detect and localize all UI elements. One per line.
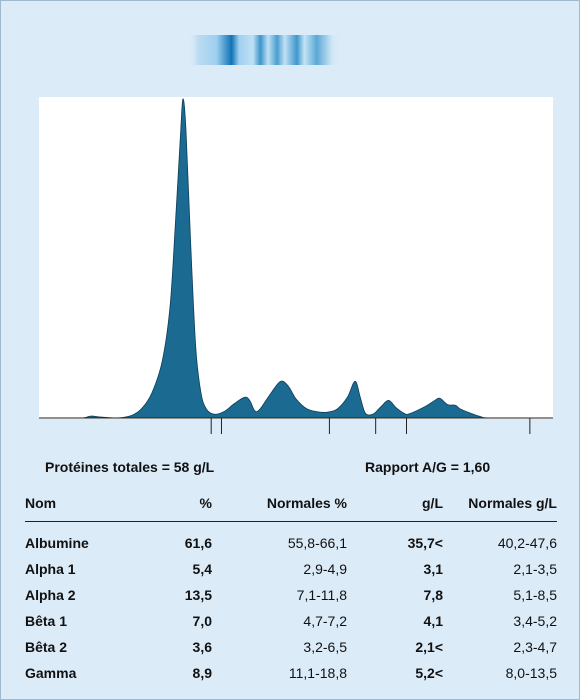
row-name: Albumine (25, 534, 89, 551)
row-normal-gl: 2,1-3,5 (513, 560, 557, 577)
row-normal-pct: 55,8-66,1 (287, 534, 347, 551)
table-header-row: Nom % Normales % g/L Normales g/L (25, 491, 557, 522)
row-normal-gl: 40,2-47,6 (497, 534, 557, 551)
row-normal-gl: 5,1-8,5 (513, 586, 557, 603)
header-normal-gl: Normales g/L (443, 491, 557, 522)
ag-ratio: Rapport A/G = 1,60 (365, 459, 491, 475)
table-row: Bêta 2 3,6 3,2-6,5 2,1< 2,3-4,7 (25, 633, 557, 659)
gel-band-strip (189, 35, 341, 65)
header-name: Nom (25, 491, 125, 522)
densitogram-plot (39, 98, 553, 434)
header-normal-pct: Normales % (212, 491, 347, 522)
densitogram-chart (39, 97, 553, 434)
row-name: Alpha 1 (25, 560, 76, 577)
row-normal-pct: 2,9-4,9 (303, 560, 347, 577)
row-name: Bêta 1 (25, 612, 68, 629)
table-row: Gamma 8,9 11,1-18,8 5,2< 8,0-13,5 (25, 659, 557, 685)
row-normal-pct: 3,2-6,5 (303, 638, 347, 655)
row-pct: 8,9 (192, 664, 212, 681)
protein-profile-area (39, 98, 553, 419)
table-row: Alpha 2 13,5 7,1-11,8 7,8 5,1-8,5 (25, 581, 557, 607)
row-gl: 2,1< (415, 638, 443, 655)
header-pct: % (125, 491, 212, 522)
row-gl: 7,8 (423, 586, 443, 603)
fractions-table: Nom % Normales % g/L Normales g/L Albumi… (25, 491, 557, 685)
row-normal-gl: 8,0-13,5 (505, 664, 557, 681)
row-normal-pct: 11,1-18,8 (288, 664, 347, 681)
table-row: Alpha 1 5,4 2,9-4,9 3,1 2,1-3,5 (25, 555, 557, 581)
row-name: Alpha 2 (25, 586, 76, 603)
row-gl: 35,7< (407, 534, 443, 551)
row-pct: 13,5 (184, 586, 212, 603)
fraction-boundary-ticks (210, 418, 531, 434)
row-normal-gl: 2,3-4,7 (513, 638, 557, 655)
header-gl: g/L (347, 491, 443, 522)
row-gl: 3,1 (423, 560, 443, 577)
row-normal-pct: 7,1-11,8 (296, 586, 347, 603)
row-name: Bêta 2 (25, 638, 68, 655)
row-normal-gl: 3,4-5,2 (513, 612, 557, 629)
row-pct: 7,0 (192, 612, 212, 629)
row-normal-pct: 4,7-7,2 (303, 612, 347, 629)
row-pct: 3,6 (192, 638, 212, 655)
row-gl: 5,2< (415, 664, 443, 681)
row-pct: 5,4 (192, 560, 212, 577)
row-name: Gamma (25, 664, 77, 681)
table-row: Bêta 1 7,0 4,7-7,2 4,1 3,4-5,2 (25, 607, 557, 633)
total-proteins: Protéines totales = 58 g/L (45, 459, 215, 475)
table-row: Albumine 61,6 55,8-66,1 35,7< 40,2-47,6 (25, 522, 557, 556)
row-gl: 4,1 (423, 612, 443, 629)
row-pct: 61,6 (184, 534, 212, 551)
